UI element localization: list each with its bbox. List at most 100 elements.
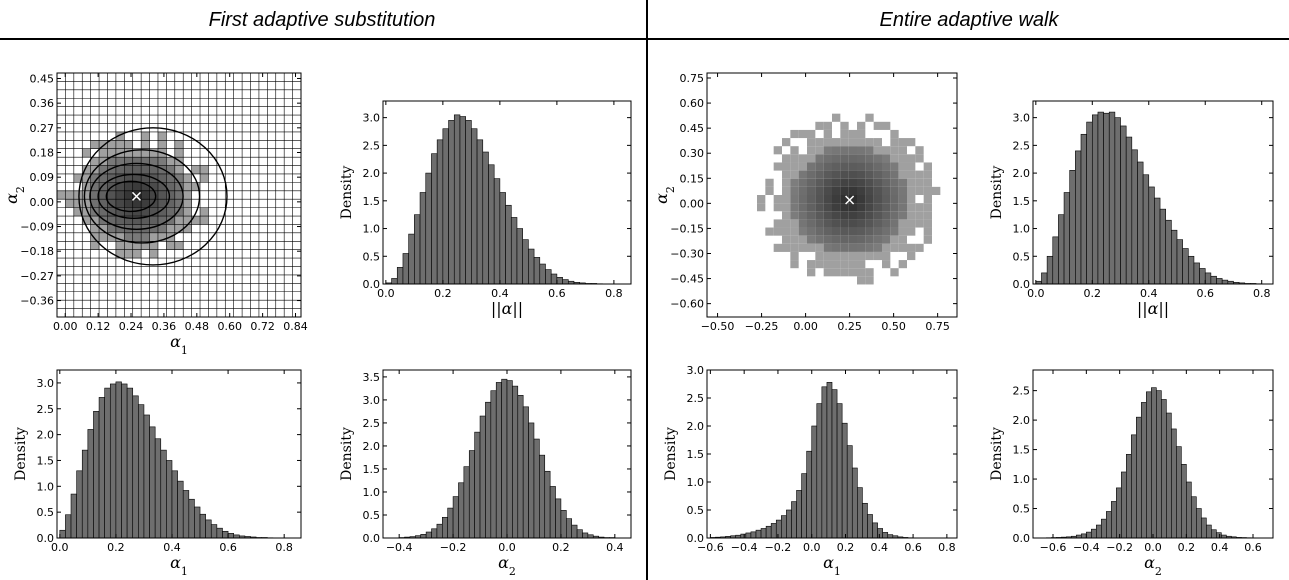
heatmap-cell	[99, 207, 108, 217]
heatmap-cell	[857, 170, 866, 179]
x-tick-label: 0.6	[1196, 287, 1214, 300]
y-tick-label: −0.15	[670, 222, 704, 235]
heatmap-cell	[115, 199, 125, 208]
heatmap-cell	[815, 138, 824, 147]
histogram-bar	[1108, 111, 1116, 285]
y-axis-label: Density	[663, 427, 679, 481]
heatmap-cell	[807, 146, 816, 155]
heatmap-cell	[857, 227, 866, 236]
histogram-bar	[1111, 501, 1117, 539]
y-tick-label: 0.0	[687, 532, 705, 545]
histogram-bar	[436, 139, 444, 285]
heatmap-cell	[99, 199, 108, 208]
heatmap-cell	[832, 113, 841, 122]
heatmap-cell	[773, 219, 782, 228]
heatmap-cell	[790, 251, 799, 261]
heatmap-cell	[57, 190, 66, 200]
heatmap-cell	[773, 146, 782, 155]
heatmap-cell	[840, 186, 849, 195]
heatmap-cell	[132, 157, 142, 166]
heatmap-cell	[848, 235, 857, 244]
heatmap-cell	[857, 211, 866, 220]
heatmap-cell	[141, 190, 150, 200]
heatmap-cell	[923, 227, 932, 236]
heatmap-cell	[815, 154, 824, 163]
heatmap-cell	[790, 227, 799, 236]
heatmap-cell	[907, 138, 916, 147]
heatmap-cell	[865, 186, 874, 195]
heatmap-cell	[907, 203, 916, 212]
heatmap-cell	[107, 199, 116, 208]
heatmap-cell	[865, 178, 874, 187]
heatmap-cell	[807, 129, 816, 139]
y-tick-label: −0.36	[20, 295, 54, 308]
heatmap-cell	[773, 162, 782, 171]
heatmap-cell	[90, 232, 100, 242]
histogram-bar	[1131, 149, 1138, 285]
heatmap-cell	[183, 182, 192, 191]
heatmap-cell	[773, 227, 782, 236]
heatmap-cell	[90, 224, 100, 233]
y-tick-label: 1.5	[687, 448, 705, 461]
heatmap-cell	[890, 219, 899, 228]
heatmap-cell	[183, 216, 192, 225]
y-tick-label: 0.0	[1013, 278, 1031, 291]
heatmap-cell	[865, 268, 874, 277]
histogram-bar	[188, 498, 195, 539]
y-tick-label: 2.0	[687, 420, 705, 433]
heatmap-cell	[141, 148, 150, 158]
y-tick-label: 0.0	[1013, 532, 1031, 545]
heatmap-cell	[157, 131, 167, 141]
histogram-bar	[479, 415, 486, 539]
y-tick-label: 0.5	[687, 504, 705, 517]
heatmap-cell	[107, 232, 116, 242]
histogram-bar	[458, 482, 465, 539]
y-tick-label: 0.15	[680, 172, 705, 185]
heatmap-cell	[157, 173, 167, 183]
heatmap-cell	[183, 207, 192, 217]
histogram-bar	[1086, 531, 1092, 539]
histogram-bar	[1181, 464, 1187, 539]
histogram-bar	[143, 414, 150, 539]
heatmap-cell	[191, 165, 201, 174]
x-tick-label: 0.2	[552, 541, 570, 554]
y-tick-label: 2.0	[1013, 414, 1031, 427]
heatmap-cell	[857, 195, 866, 204]
histogram-bar	[549, 486, 556, 539]
heatmap-cell	[141, 165, 150, 174]
heatmap-cell	[898, 203, 907, 212]
y-axis-label: Density	[339, 427, 355, 481]
heatmap-cell	[773, 243, 782, 252]
heatmap-cell	[832, 268, 841, 277]
heatmap-cell	[873, 235, 882, 244]
heatmap-cell	[882, 235, 891, 244]
y-tick-label: 3.0	[37, 377, 55, 390]
heatmap-cell	[832, 195, 841, 204]
heatmap-cell	[823, 227, 832, 236]
histogram-bar	[391, 278, 398, 285]
histogram-bar	[452, 496, 459, 539]
heatmap-cell	[815, 121, 824, 130]
histogram-bar	[132, 395, 139, 539]
histogram-bar	[1075, 150, 1082, 285]
histogram-bar	[505, 204, 512, 285]
histogram-bar	[1156, 390, 1162, 539]
y-tick-label: −0.60	[670, 298, 704, 311]
y-tick-label: 0.0	[37, 532, 55, 545]
heatmap-cell	[907, 227, 916, 236]
x-tick-label: 0.2	[107, 541, 125, 554]
heatmap-cell	[99, 165, 108, 174]
x-tick-label: 0.36	[152, 320, 177, 333]
histogram-bar	[826, 382, 833, 539]
heatmap-cell	[798, 170, 807, 179]
histogram-bar	[126, 387, 134, 539]
heatmap-cell	[898, 138, 907, 147]
histogram-bar	[87, 429, 94, 539]
heatmap-cell	[807, 268, 816, 277]
histogram-bar	[816, 403, 823, 539]
x-axis-label: α2	[498, 553, 516, 578]
heatmap-cell	[815, 186, 824, 195]
heatmap-cell	[823, 170, 832, 179]
heatmap-cell	[823, 268, 832, 277]
y-tick-label: 0.27	[30, 122, 55, 135]
